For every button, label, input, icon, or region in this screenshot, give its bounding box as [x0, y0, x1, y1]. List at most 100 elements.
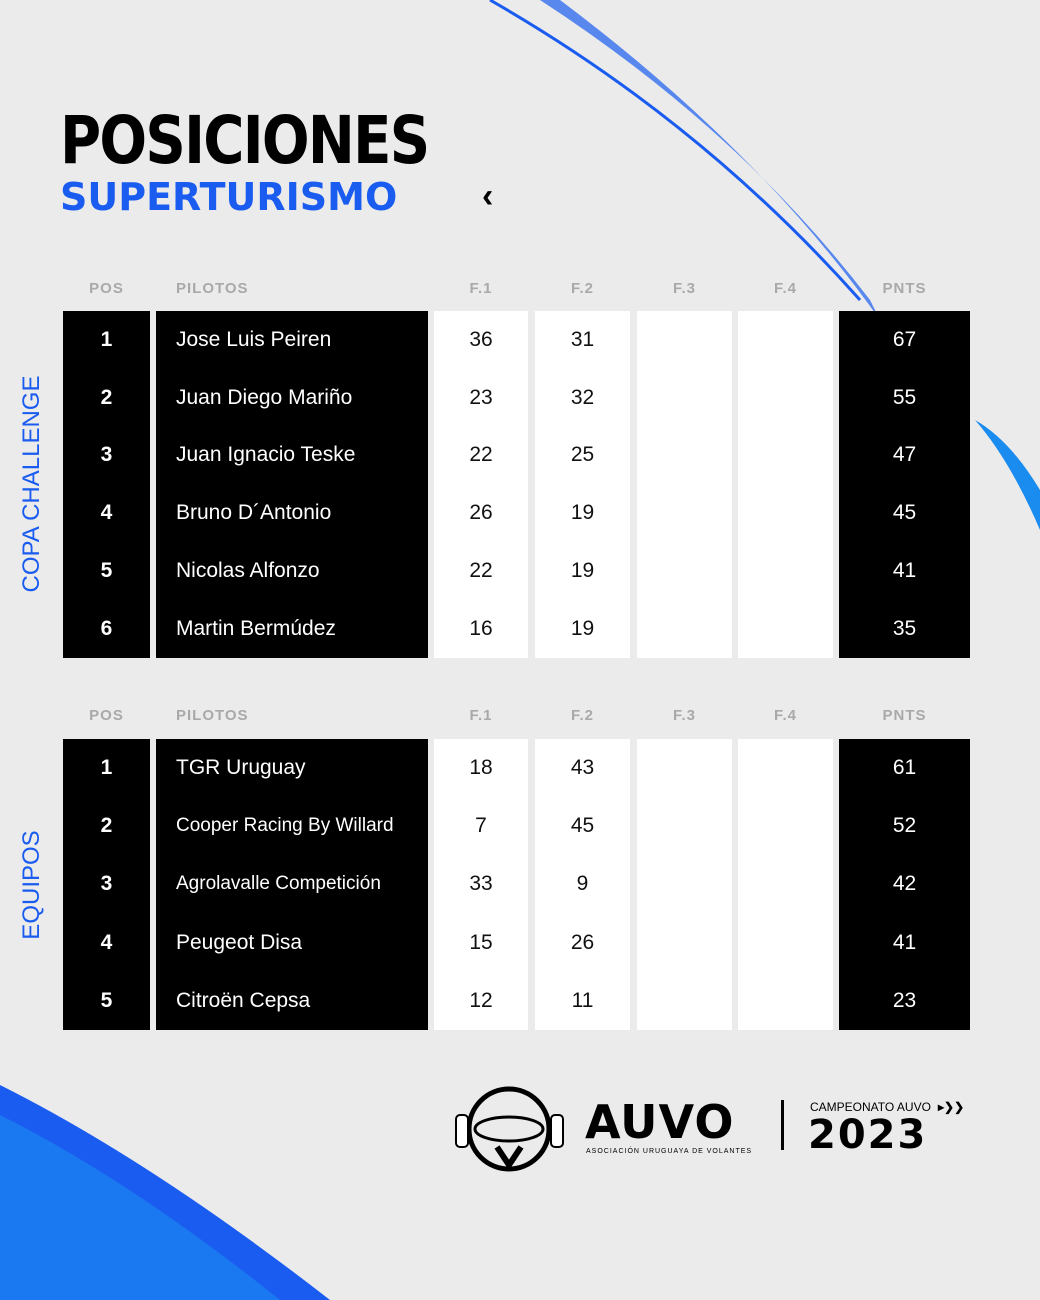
- cell-f3: [637, 368, 732, 427]
- auvo-emblem-logo: [452, 1085, 567, 1173]
- cell-f3: [637, 797, 732, 856]
- column-header-name: PILOTOS: [176, 280, 249, 297]
- cell-name: Agrolavalle Competición: [156, 855, 428, 914]
- cell-pts: 41: [839, 542, 970, 600]
- cell-pts: 47: [839, 426, 970, 485]
- cell-f1: 22: [434, 426, 528, 485]
- column-header-pts: PNTS: [882, 707, 927, 724]
- cell-pts: 67: [839, 311, 970, 369]
- cell-f1: 16: [434, 600, 528, 658]
- year: 2023: [808, 1112, 928, 1158]
- page-subtitle: SUPERTURISMO: [60, 175, 398, 219]
- cell-f4: [738, 600, 833, 658]
- cell-pos: 4: [63, 913, 150, 972]
- page-title: POSICIONES: [60, 102, 430, 179]
- cell-name: Citroën Cepsa: [156, 971, 428, 1030]
- cell-f1: 12: [434, 971, 528, 1030]
- cell-f4: [738, 368, 833, 427]
- campaign-label: CAMPEONATO AUVO: [810, 1100, 931, 1114]
- cell-f3: [637, 484, 732, 543]
- column-header-f1: F.1: [469, 280, 493, 297]
- cell-f1: 26: [434, 484, 528, 543]
- cell-f4: [738, 542, 833, 600]
- cell-f1: 23: [434, 368, 528, 427]
- cell-f1: 18: [434, 739, 528, 798]
- cell-f2: 26: [535, 913, 630, 972]
- cell-f2: 19: [535, 542, 630, 600]
- cell-f2: 25: [535, 426, 630, 485]
- cell-name: Cooper Racing By Willard: [156, 797, 428, 856]
- cell-name: Nicolas Alfonzo: [156, 542, 428, 600]
- cell-name: Jose Luis Peiren: [156, 311, 428, 369]
- cell-pos: 1: [63, 311, 150, 369]
- cell-f2: 45: [535, 797, 630, 856]
- cell-f4: [738, 855, 833, 914]
- cell-pos: 5: [63, 971, 150, 1030]
- cell-f3: [637, 426, 732, 485]
- cell-name: Bruno D´Antonio: [156, 484, 428, 543]
- arrows-icon: ▸❯❯: [938, 1100, 965, 1114]
- cell-pos: 4: [63, 484, 150, 543]
- column-header-f3: F.3: [672, 280, 696, 297]
- chevron-left-icon: ‹: [482, 177, 494, 215]
- cell-f3: [637, 311, 732, 369]
- cell-f4: [738, 971, 833, 1030]
- cell-f4: [738, 484, 833, 543]
- cell-f3: [637, 542, 732, 600]
- cell-f1: 22: [434, 542, 528, 600]
- column-header-f2: F.2: [570, 280, 594, 297]
- column-header-f3: F.3: [672, 707, 696, 724]
- cell-f1: 15: [434, 913, 528, 972]
- cell-f2: 19: [535, 600, 630, 658]
- cell-pts: 42: [839, 855, 970, 914]
- cell-f3: [637, 971, 732, 1030]
- column-header-f2: F.2: [570, 707, 594, 724]
- column-header-pts: PNTS: [882, 280, 927, 297]
- column-header-pos: POS: [89, 280, 124, 297]
- cell-f1: 36: [434, 311, 528, 369]
- cell-f3: [637, 913, 732, 972]
- cell-f2: 43: [535, 739, 630, 798]
- cell-f2: 31: [535, 311, 630, 369]
- cell-f4: [738, 797, 833, 856]
- cell-f1: 7: [434, 797, 528, 856]
- column-header-name: PILOTOS: [176, 707, 249, 724]
- cell-pts: 52: [839, 797, 970, 856]
- column-header-f4: F.4: [773, 707, 797, 724]
- cell-pos: 2: [63, 368, 150, 427]
- column-header-f4: F.4: [773, 280, 797, 297]
- cell-f4: [738, 311, 833, 369]
- cell-f4: [738, 913, 833, 972]
- cell-pos: 2: [63, 797, 150, 856]
- cell-name: Peugeot Disa: [156, 913, 428, 972]
- cell-pos: 5: [63, 542, 150, 600]
- cell-name: Juan Diego Mariño: [156, 368, 428, 427]
- brand-name: AUVO: [585, 1095, 735, 1149]
- column-header-f1: F.1: [469, 707, 493, 724]
- cell-pos: 3: [63, 855, 150, 914]
- cell-f2: 11: [535, 971, 630, 1030]
- cell-f2: 19: [535, 484, 630, 543]
- cell-pos: 6: [63, 600, 150, 658]
- column-header-pos: POS: [89, 707, 124, 724]
- cell-f1: 33: [434, 855, 528, 914]
- cell-f2: 32: [535, 368, 630, 427]
- cell-pts: 23: [839, 971, 970, 1030]
- cell-f3: [637, 600, 732, 658]
- cell-f2: 9: [535, 855, 630, 914]
- cell-pts: 41: [839, 913, 970, 972]
- brand-subtitle: ASOCIACIÓN URUGUAYA DE VOLANTES: [586, 1148, 753, 1155]
- cell-f4: [738, 739, 833, 798]
- cell-pos: 3: [63, 426, 150, 485]
- divider: [781, 1100, 784, 1150]
- cell-pts: 61: [839, 739, 970, 798]
- cell-f4: [738, 426, 833, 485]
- cell-f3: [637, 739, 732, 798]
- cell-f3: [637, 855, 732, 914]
- section-label: EQUIPOS: [18, 829, 45, 940]
- cell-pts: 55: [839, 368, 970, 427]
- cell-name: Martin Bermúdez: [156, 600, 428, 658]
- cell-pts: 45: [839, 484, 970, 543]
- cell-name: TGR Uruguay: [156, 739, 428, 798]
